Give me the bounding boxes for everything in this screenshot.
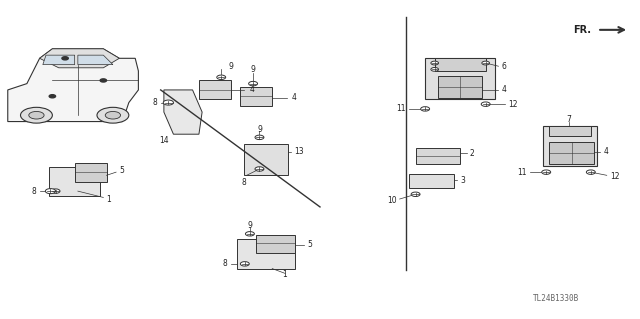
Text: 13: 13 (294, 147, 304, 156)
Polygon shape (237, 239, 294, 269)
Text: 9: 9 (251, 65, 255, 74)
Circle shape (482, 61, 490, 65)
Text: FR.: FR. (573, 25, 591, 35)
Text: TL24B1330B: TL24B1330B (532, 294, 579, 303)
Polygon shape (78, 55, 113, 65)
Text: 3: 3 (460, 175, 465, 185)
Text: 4: 4 (250, 85, 255, 94)
Text: 8: 8 (223, 259, 228, 268)
Polygon shape (43, 55, 75, 65)
Circle shape (246, 232, 254, 236)
Text: 5: 5 (307, 241, 312, 249)
Circle shape (29, 111, 44, 119)
Circle shape (248, 81, 257, 86)
Polygon shape (549, 126, 591, 136)
Text: 4: 4 (291, 93, 296, 102)
Polygon shape (164, 90, 202, 134)
Polygon shape (241, 87, 272, 106)
Polygon shape (425, 58, 495, 100)
Polygon shape (438, 76, 483, 98)
Text: 2: 2 (470, 149, 474, 158)
Polygon shape (75, 163, 106, 182)
Text: 11: 11 (518, 168, 527, 177)
Circle shape (255, 135, 264, 140)
Polygon shape (256, 235, 294, 253)
Polygon shape (415, 148, 460, 164)
Text: 12: 12 (610, 172, 620, 182)
Circle shape (51, 189, 60, 193)
Circle shape (45, 189, 56, 194)
Polygon shape (8, 49, 138, 122)
Circle shape (241, 262, 249, 266)
Text: 12: 12 (508, 100, 518, 109)
Circle shape (255, 167, 264, 171)
Circle shape (586, 170, 595, 174)
Text: 4: 4 (604, 147, 609, 156)
Text: 7: 7 (566, 115, 571, 124)
Circle shape (20, 107, 52, 123)
Text: 10: 10 (387, 196, 396, 205)
Circle shape (411, 192, 420, 197)
Text: 9: 9 (248, 221, 252, 230)
Polygon shape (435, 58, 486, 71)
Circle shape (105, 111, 120, 119)
Text: 5: 5 (119, 166, 124, 175)
Polygon shape (244, 144, 288, 175)
Circle shape (100, 79, 106, 82)
Circle shape (420, 107, 429, 111)
Circle shape (97, 107, 129, 123)
Text: 1: 1 (106, 195, 111, 204)
Text: 4: 4 (502, 85, 506, 94)
Circle shape (163, 100, 173, 105)
Polygon shape (40, 49, 119, 68)
Polygon shape (543, 126, 597, 166)
Text: 9: 9 (257, 125, 262, 134)
Circle shape (481, 102, 490, 106)
Circle shape (62, 57, 68, 60)
Text: 9: 9 (228, 62, 233, 71)
Text: 8: 8 (32, 187, 36, 196)
Circle shape (49, 95, 56, 98)
Polygon shape (199, 80, 231, 100)
Polygon shape (409, 174, 454, 188)
Text: 6: 6 (502, 62, 506, 71)
Circle shape (431, 61, 438, 65)
Text: 14: 14 (159, 136, 169, 145)
Text: 11: 11 (397, 104, 406, 113)
Text: 8: 8 (153, 98, 157, 107)
Circle shape (431, 68, 438, 71)
Polygon shape (549, 142, 594, 164)
Circle shape (541, 170, 550, 174)
Polygon shape (49, 167, 100, 196)
Text: 1: 1 (283, 271, 287, 279)
Text: 8: 8 (241, 178, 246, 188)
Circle shape (217, 75, 226, 79)
